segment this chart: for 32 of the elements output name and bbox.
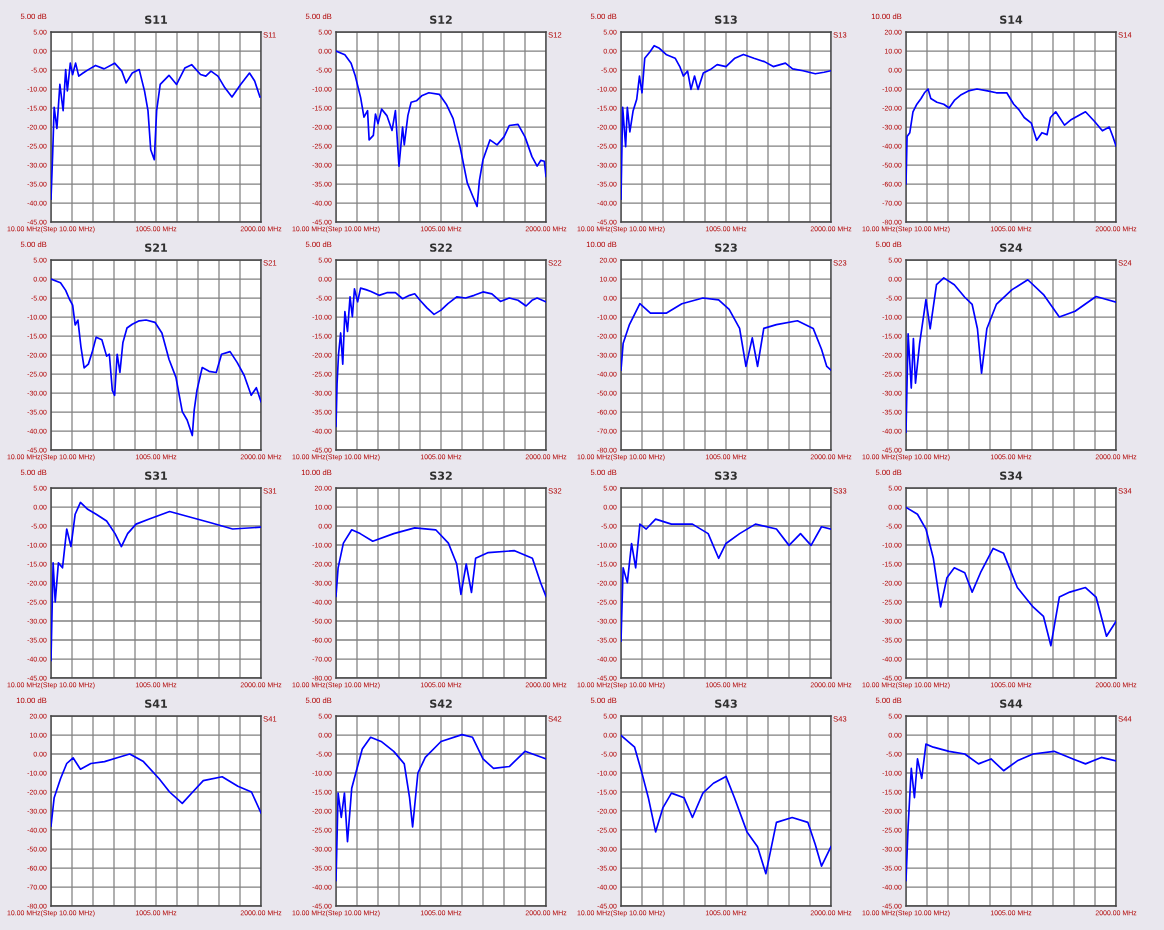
chart-title: S21 [145, 243, 167, 252]
chart-title: S41 [145, 699, 167, 708]
chart-title: S43 [715, 699, 737, 708]
line-series [906, 743, 1116, 882]
chart-title: S33 [715, 471, 737, 480]
line-series [51, 62, 261, 201]
chart-title: S32 [430, 471, 452, 480]
line-series [336, 733, 546, 882]
line-series [336, 287, 546, 428]
chart-title: S14 [1000, 15, 1023, 24]
line-series [906, 88, 1116, 185]
chart-title: S12 [430, 15, 452, 24]
chart-title: S11 [145, 15, 167, 24]
line-series [621, 44, 831, 201]
chart-title: S31 [145, 471, 167, 480]
line-series [621, 518, 831, 642]
chart-title: S44 [1000, 699, 1023, 708]
chart-title: S42 [430, 699, 452, 708]
line-series [906, 277, 1116, 433]
chart-title: S34 [1000, 471, 1023, 480]
chart-title: S13 [715, 15, 737, 24]
line-series [336, 50, 546, 208]
line-series [51, 753, 261, 828]
chart-title: S23 [715, 243, 737, 252]
line-series [621, 734, 831, 875]
line-series [51, 501, 261, 662]
line-series [621, 297, 831, 372]
chart-title: S22 [430, 243, 452, 252]
chart-title: S24 [1000, 243, 1023, 252]
line-series [906, 506, 1116, 647]
line-series [336, 527, 546, 598]
line-series [51, 278, 261, 437]
